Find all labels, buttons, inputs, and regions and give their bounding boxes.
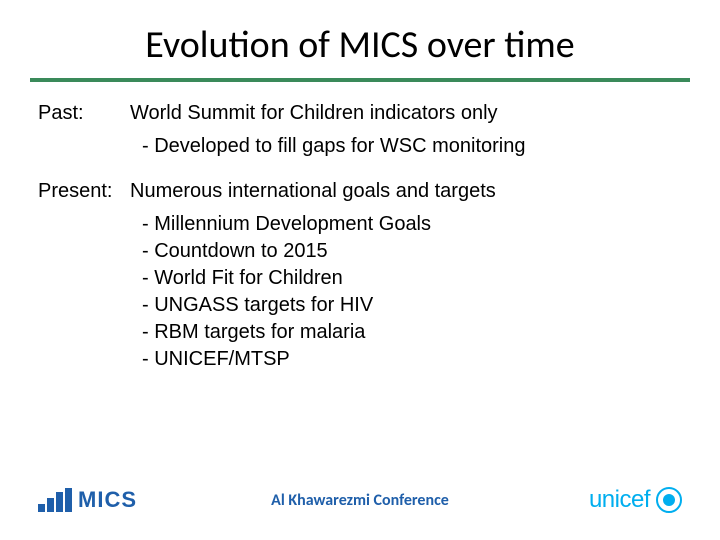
unicef-logo: unicef xyxy=(589,486,682,514)
list-item: - UNGASS targets for HIV xyxy=(142,292,682,319)
unicef-emblem-icon xyxy=(656,487,682,513)
mics-logo-text: MICS xyxy=(78,487,137,513)
bar-icon xyxy=(38,504,45,512)
past-sub-bullet: - Developed to fill gaps for WSC monitor… xyxy=(38,133,682,160)
slide-title: Evolution of MICS over time xyxy=(0,0,720,78)
past-section: Past: World Summit for Children indicato… xyxy=(38,100,682,127)
title-divider xyxy=(30,78,690,82)
present-bullets: - Millennium Development Goals - Countdo… xyxy=(38,211,682,373)
mics-bars-icon xyxy=(38,488,72,512)
past-headline: World Summit for Children indicators onl… xyxy=(130,100,682,127)
list-item: - World Fit for Children xyxy=(142,265,682,292)
bar-icon xyxy=(47,498,54,512)
list-item: - UNICEF/MTSP xyxy=(142,346,682,373)
mics-logo: MICS xyxy=(38,487,137,513)
past-label: Past: xyxy=(38,100,130,127)
footer-conference-text: Al Khawarezmi Conference xyxy=(271,491,449,510)
bar-icon xyxy=(56,492,63,512)
slide-content: Past: World Summit for Children indicato… xyxy=(0,100,720,373)
unicef-logo-text: unicef xyxy=(589,486,650,514)
list-item: - Countdown to 2015 xyxy=(142,238,682,265)
slide-footer: MICS Al Khawarezmi Conference unicef xyxy=(0,478,720,522)
present-headline: Numerous international goals and targets xyxy=(130,178,682,205)
present-section: Present: Numerous international goals an… xyxy=(38,178,682,205)
list-item: - RBM targets for malaria xyxy=(142,319,682,346)
list-item: - Millennium Development Goals xyxy=(142,211,682,238)
present-label: Present: xyxy=(38,178,130,205)
bar-icon xyxy=(65,488,72,512)
